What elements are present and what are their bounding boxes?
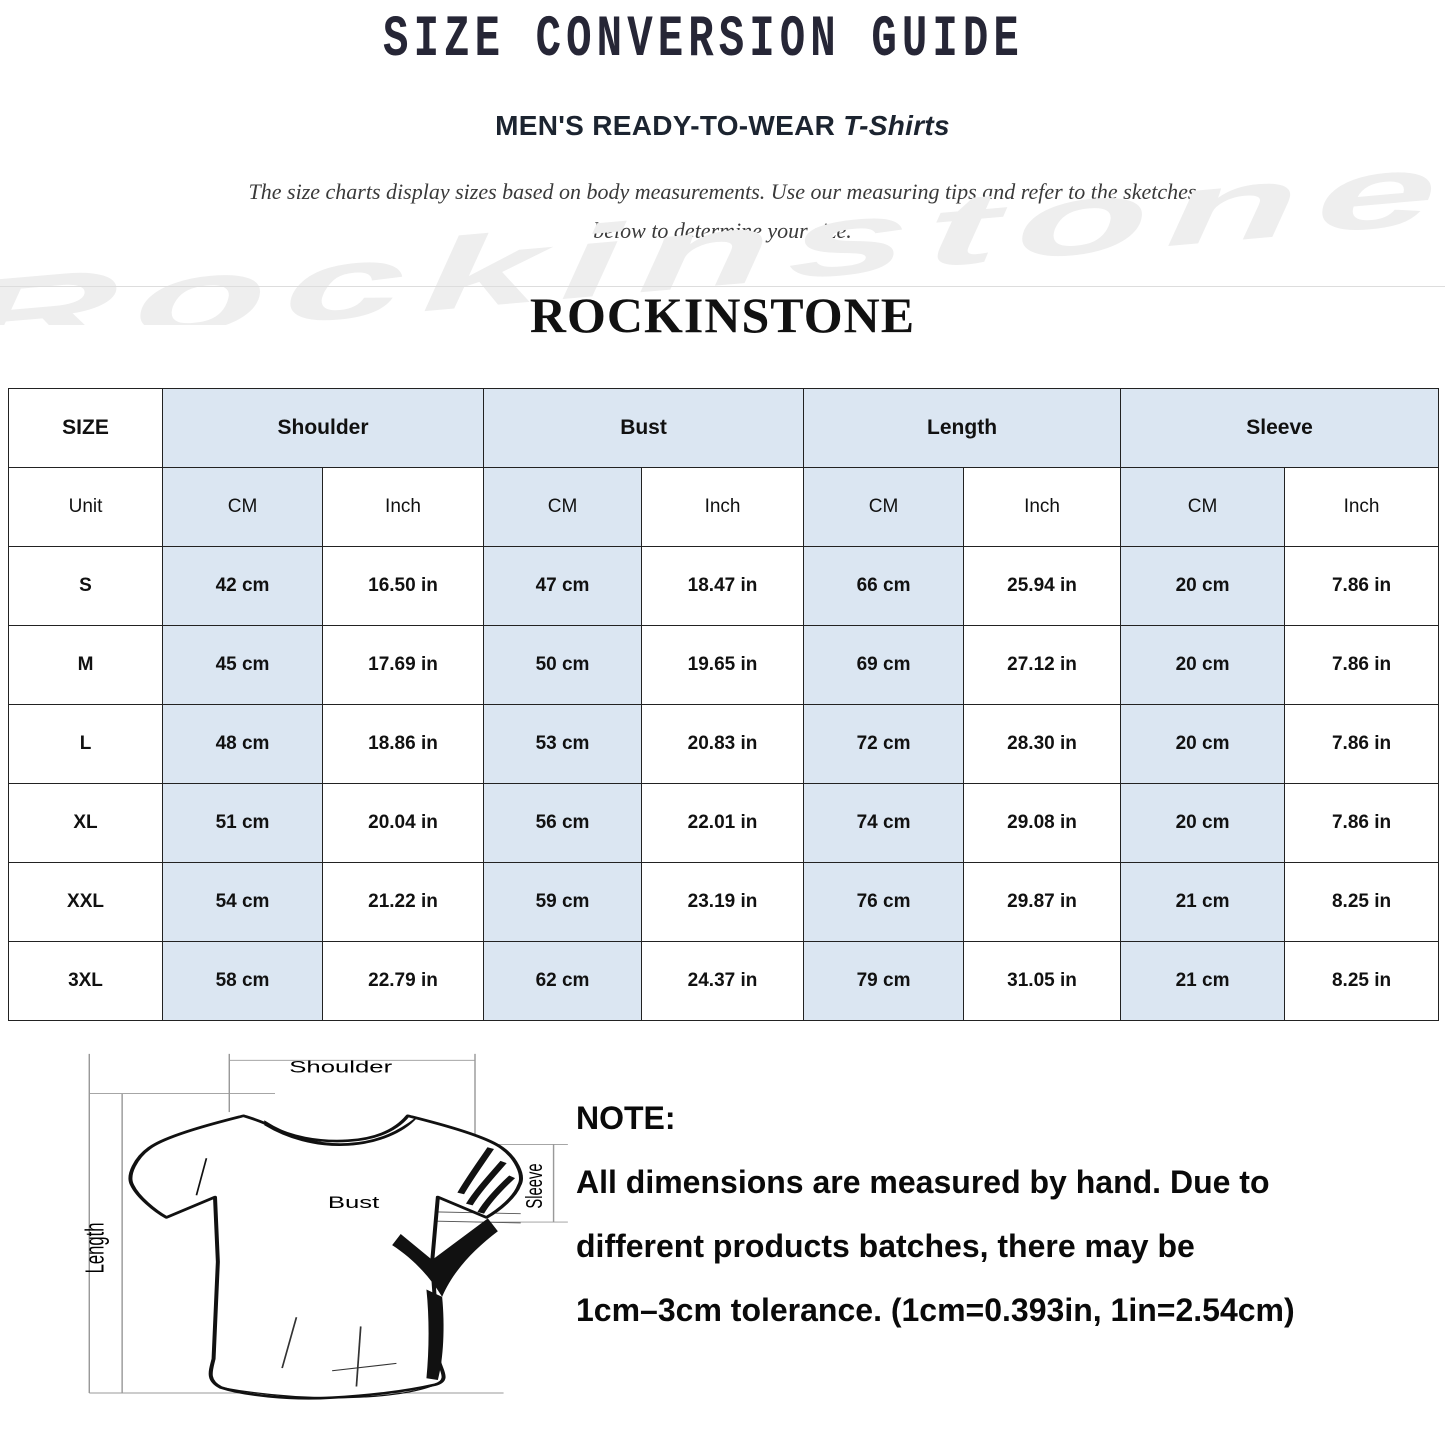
svg-text:Shoulder: Shoulder — [289, 1057, 392, 1076]
svg-text:Length: Length — [80, 1222, 110, 1273]
svg-text:Sleeve: Sleeve — [523, 1163, 548, 1208]
svg-text:Bust: Bust — [328, 1193, 379, 1212]
